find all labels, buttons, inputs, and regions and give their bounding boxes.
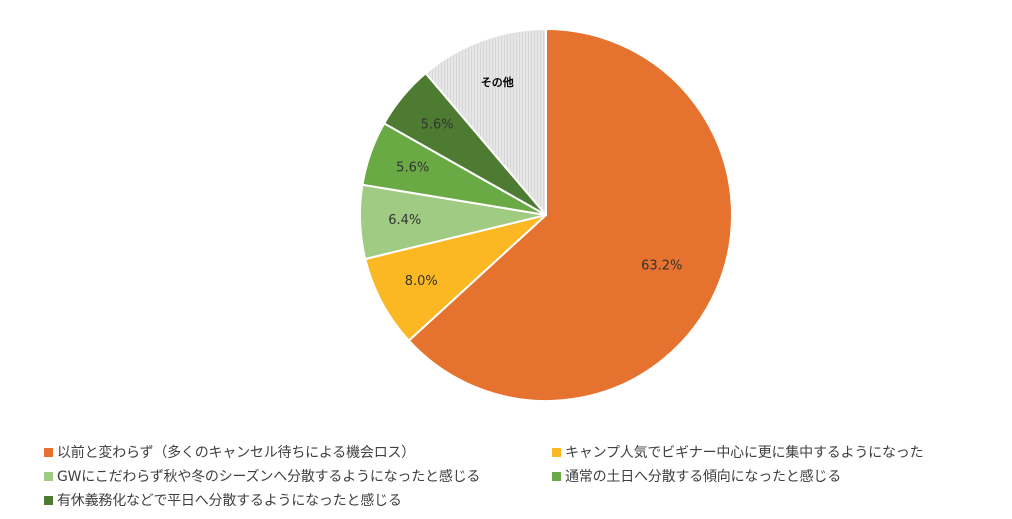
legend-swatch <box>552 471 561 481</box>
legend-row: 有休義務化などで平日へ分散するようになったと感じる <box>44 488 1004 512</box>
pie-chart: 63.2% 8.0% 6.4% 5.6% 5.6% その他 <box>359 28 733 402</box>
slice-data-label: 5.6% <box>421 117 454 132</box>
legend-label: GWにこだわらず秋や冬のシーズンへ分散するようになったと感じる <box>57 469 481 485</box>
legend-swatch <box>552 447 561 457</box>
legend-item: GWにこだわらず秋や冬のシーズンへ分散するようになったと感じる <box>44 466 552 486</box>
pie-slice <box>424 28 547 216</box>
legend-swatch <box>44 471 53 481</box>
chart-legend: 以前と変わらず（多くのキャンセル待ちによる機会ロス） キャンプ人気でビギナー中心… <box>44 440 1004 512</box>
legend-item: キャンプ人気でビギナー中心に更に集中するようになった <box>552 442 924 462</box>
slice-data-label: 63.2% <box>641 258 682 273</box>
legend-label: 以前と変わらず（多くのキャンセル待ちによる機会ロス） <box>57 445 416 461</box>
legend-item: 以前と変わらず（多くのキャンセル待ちによる機会ロス） <box>44 442 552 462</box>
legend-label: 通常の土日へ分散する傾向になったと感じる <box>565 469 841 485</box>
slice-data-label: 8.0% <box>405 274 438 289</box>
legend-item: 有休義務化などで平日へ分散するようになったと感じる <box>44 490 552 510</box>
legend-row: GWにこだわらず秋や冬のシーズンへ分散するようになったと感じる 通常の土日へ分散… <box>44 464 1004 488</box>
legend-row: 以前と変わらず（多くのキャンセル待ちによる機会ロス） キャンプ人気でビギナー中心… <box>44 440 1004 464</box>
slice-data-label: 6.4% <box>388 213 421 228</box>
legend-label: キャンプ人気でビギナー中心に更に集中するようになった <box>565 445 924 461</box>
legend-swatch <box>44 447 53 457</box>
legend-item: 通常の土日へ分散する傾向になったと感じる <box>552 466 841 486</box>
pie-slice <box>407 28 733 402</box>
slice-data-label: 5.6% <box>396 160 429 175</box>
legend-label: 有休義務化などで平日へ分散するようになったと感じる <box>57 493 402 509</box>
pie-slice <box>364 214 547 342</box>
legend-swatch <box>44 495 53 505</box>
slice-data-label: その他 <box>481 75 514 89</box>
